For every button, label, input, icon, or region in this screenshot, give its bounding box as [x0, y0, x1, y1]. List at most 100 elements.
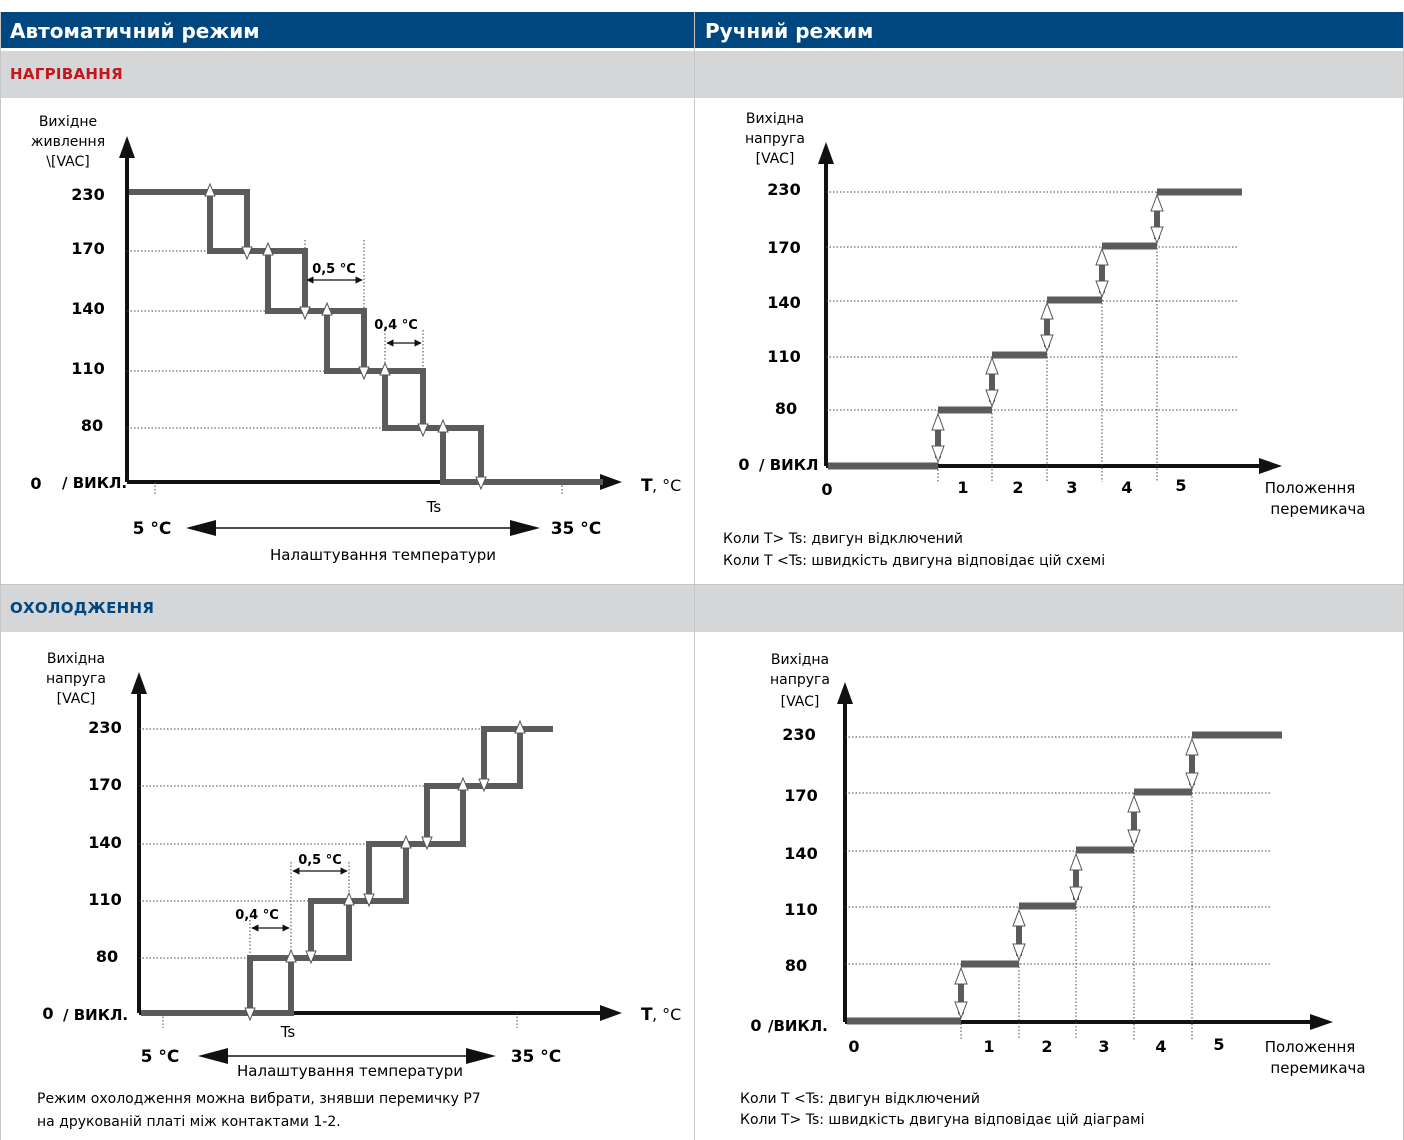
auto-mode-title: Автоматичний режим	[10, 19, 260, 43]
cooling-manual-ytick-170: 170	[784, 786, 817, 805]
heating-auto-y-arrow	[119, 136, 135, 158]
heating-manual-note-1: Коли T> Ts: двигун відключений	[723, 531, 963, 547]
column-divider	[694, 12, 695, 1140]
cooling-manual-step-arrows	[954, 737, 1199, 1020]
cooling-auto-ytick-170: 170	[88, 775, 121, 794]
cooling-manual-x-arrow	[1310, 1014, 1333, 1030]
row-divider	[0, 583, 1404, 585]
heating-auto-ylabel-3: \[VAC]	[46, 154, 89, 170]
heating-auto-x-arrow	[600, 474, 622, 490]
cooling-auto-x-symbol: T	[641, 1005, 653, 1025]
heating-auto-ytick-140: 140	[71, 299, 104, 318]
auto-mode-header: Автоматичний режим	[0, 12, 694, 48]
heating-auto-range-caption: Налаштування температури	[270, 546, 496, 564]
heating-auto-ylabel-2: живлення	[31, 134, 105, 150]
heating-manual-y-arrow	[818, 142, 834, 164]
heating-manual-ytick-110: 110	[767, 347, 800, 366]
heating-manual-ylabel-3: [VAC]	[756, 151, 795, 167]
cooling-auto-note-2: на друкованій платі між контактами 1-2.	[37, 1114, 341, 1130]
cooling-auto-ytick-140: 140	[88, 833, 121, 852]
cooling-label: ОХОЛОДЖЕННЯ	[10, 599, 155, 617]
cooling-manual-xlabel-1: Положення	[1265, 1038, 1356, 1056]
heating-manual-pos-2: 2	[1012, 478, 1023, 497]
cooling-auto-x-arrow	[600, 1005, 622, 1021]
cooling-manual-xlabel-2: перемикача	[1270, 1059, 1365, 1077]
cooling-auto-range-caption: Налаштування температури	[237, 1062, 463, 1080]
heating-manual-step-arrows	[931, 193, 1164, 464]
cooling-auto-range-max: 35 °C	[511, 1047, 562, 1067]
cooling-auto-ylabel-2: напруга	[46, 671, 106, 687]
cooling-auto-grid	[139, 728, 518, 1028]
cooling-manual-ytick-140: 140	[784, 844, 817, 863]
cooling-manual-ylabel-2: напруга	[770, 672, 830, 688]
heating-manual-grid	[826, 191, 1237, 482]
heating-band: НАГРІВАННЯ	[0, 51, 1404, 98]
cooling-manual-steps	[847, 731, 1282, 1025]
heating-auto-ts-label: Ts	[426, 498, 442, 516]
heating-auto-ylabel-1: Вихідне	[39, 114, 97, 130]
cooling-auto-staircase	[141, 726, 553, 1016]
heating-auto-diagram: Вихідне живлення \[VAC]	[30, 114, 681, 564]
cooling-manual-pos-1: 1	[983, 1037, 994, 1056]
cooling-manual-y-arrow	[837, 682, 853, 704]
heating-label: НАГРІВАННЯ	[10, 65, 123, 83]
heating-auto-ytick-230: 230	[71, 185, 104, 204]
cooling-auto-ylabel-3: [VAC]	[57, 691, 96, 707]
heating-manual-steps	[828, 188, 1242, 470]
heating-auto-hyst2-label: 0,4 °C	[374, 318, 418, 333]
heating-auto-off-label: / ВИКЛ.	[62, 474, 127, 492]
heating-manual-xlabel-1: Положення	[1265, 479, 1356, 497]
heating-manual-ylabel-1: Вихідна	[746, 111, 804, 127]
heating-manual-ytick-230: 230	[767, 180, 800, 199]
cooling-auto-note-1: Режим охолодження можна вибрати, знявши …	[37, 1091, 481, 1107]
heating-auto-range-min: 5 °C	[133, 519, 172, 539]
cooling-manual-ytick-110: 110	[784, 900, 817, 919]
cooling-auto-diagram: Вихідна напруга [VAC] 230 170 140	[37, 651, 681, 1130]
heating-manual-pos-5: 5	[1175, 476, 1186, 495]
cooling-auto-range-min: 5 °C	[141, 1047, 180, 1067]
heating-auto-range-left-arrow	[186, 520, 216, 536]
cooling-auto-range-left-arrow	[198, 1048, 228, 1064]
cooling-manual-grid	[845, 736, 1272, 1040]
left-border	[0, 12, 1, 1140]
cooling-auto-hyst2-label: 0,4 °C	[235, 908, 279, 923]
cooling-auto-ytick-230: 230	[88, 718, 121, 737]
cooling-auto-range-right-arrow	[466, 1048, 496, 1064]
heating-auto-range-right-arrow	[510, 520, 540, 536]
heating-manual-xlabel-2: перемикача	[1270, 500, 1365, 518]
cooling-auto-ts-label: Ts	[280, 1023, 296, 1041]
cooling-manual-off-label: /ВИКЛ.	[768, 1017, 828, 1035]
heating-manual-pos-1: 1	[957, 478, 968, 497]
cooling-manual-pos-0: 0	[848, 1037, 859, 1056]
heating-manual-x-arrow	[1259, 458, 1282, 474]
heating-auto-x-symbol: T	[641, 476, 653, 496]
heating-auto-zero-label: 0	[30, 474, 41, 493]
cooling-auto-ylabel-1: Вихідна	[47, 651, 105, 667]
heating-manual-zero-label: 0	[738, 455, 749, 474]
cooling-auto-direction-arrows	[244, 719, 526, 1022]
cooling-manual-ylabel-1: Вихідна	[771, 652, 829, 668]
cooling-manual-note-1: Коли T <Ts: двигун відключений	[740, 1091, 980, 1107]
cooling-auto-y-arrow	[131, 672, 147, 694]
heating-manual-ytick-140: 140	[767, 293, 800, 312]
heating-auto-hyst1-label: 0,5 °C	[312, 262, 356, 277]
cooling-auto-hyst1-label: 0,5 °C	[298, 853, 342, 868]
cooling-manual-note-2: Коли T> Ts: швидкість двигуна відповідає…	[740, 1112, 1144, 1128]
cooling-manual-ylabel-3: [VAC]	[781, 694, 820, 710]
cooling-auto-zero-label: 0	[42, 1004, 53, 1023]
heating-manual-note-2: Коли T <Ts: швидкість двигуна відповідає…	[723, 553, 1105, 569]
heating-auto-staircase	[129, 189, 603, 485]
heating-manual-diagram: Вихідна напруга [VAC] 230 170 140	[723, 111, 1366, 569]
cooling-manual-ytick-80: 80	[785, 956, 807, 975]
heating-auto-ytick-170: 170	[71, 239, 104, 258]
cooling-auto-x-unit: , °C	[652, 1005, 681, 1024]
heating-manual-ytick-80: 80	[775, 399, 797, 418]
heating-auto-ylabel: Вихідне живлення \[VAC]	[31, 114, 105, 170]
heating-manual-pos-0: 0	[821, 480, 832, 499]
cooling-manual-pos-2: 2	[1041, 1037, 1052, 1056]
cooling-band: ОХОЛОДЖЕННЯ	[0, 585, 1404, 632]
heating-auto-x-unit: , °C	[652, 476, 681, 495]
cooling-manual-zero-label: 0	[750, 1016, 761, 1035]
